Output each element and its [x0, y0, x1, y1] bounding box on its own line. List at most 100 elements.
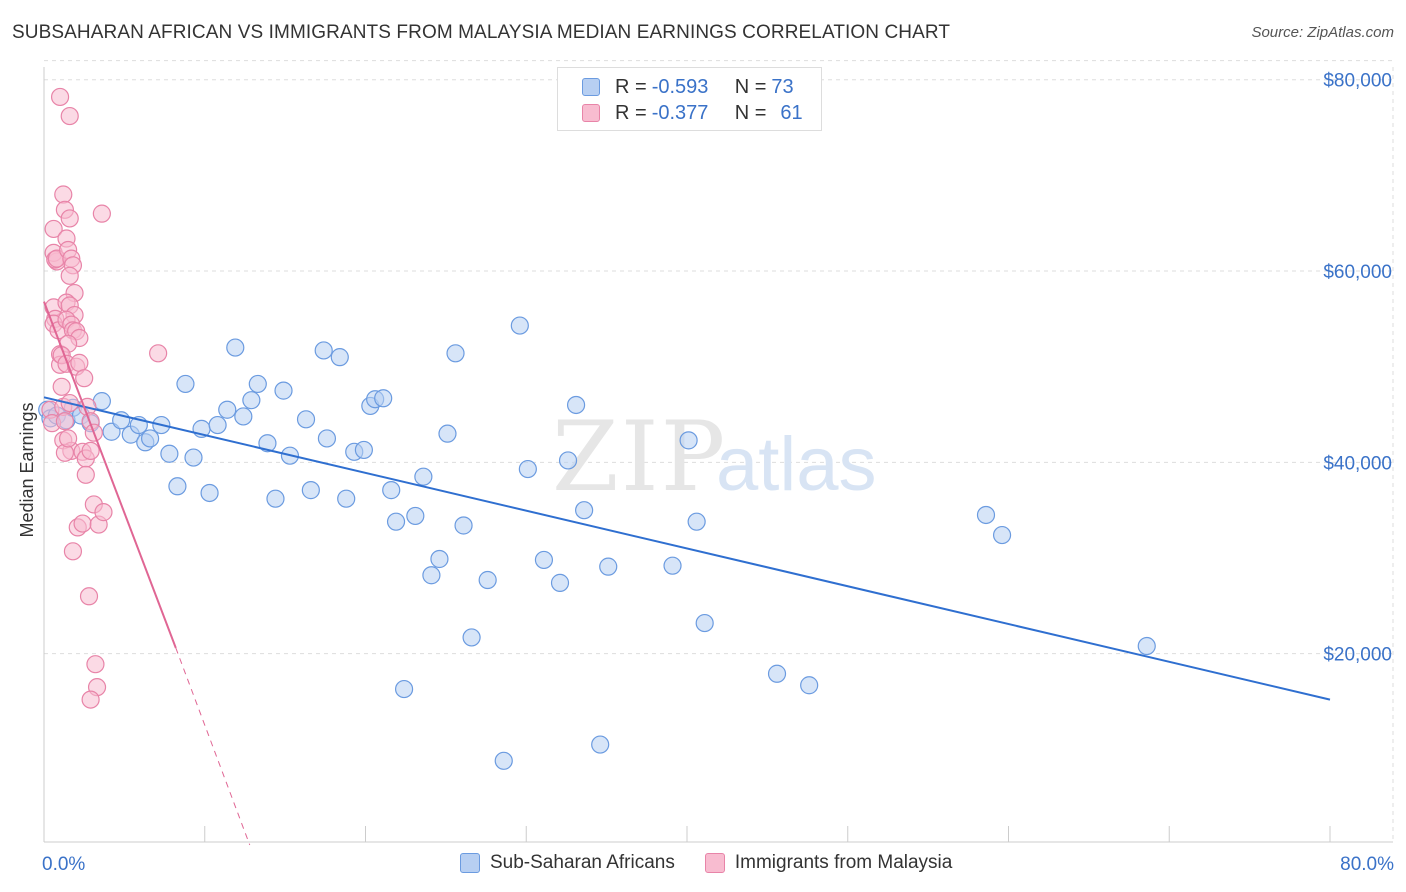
point-subsaharan: [438, 424, 457, 443]
point-subsaharan: [234, 407, 253, 426]
point-subsaharan: [454, 516, 473, 535]
point-subsaharan: [176, 374, 195, 394]
point-malaysia: [79, 587, 99, 606]
point-subsaharan: [394, 679, 414, 699]
point-subsaharan: [160, 444, 179, 463]
trendline-subsaharan: [43, 396, 1331, 701]
point-subsaharan: [976, 505, 996, 525]
point-malaysia: [44, 219, 63, 239]
point-subsaharan: [591, 735, 610, 754]
legend-r-label: R =: [615, 75, 647, 98]
point-subsaharan: [462, 628, 481, 647]
point-subsaharan: [218, 400, 237, 419]
point-subsaharan: [566, 395, 586, 415]
point-subsaharan: [687, 512, 706, 531]
point-subsaharan: [422, 566, 441, 585]
point-subsaharan: [140, 429, 160, 448]
point-subsaharan: [354, 440, 373, 460]
legend-r-value: -0.377: [651, 101, 709, 124]
point-malaysia: [76, 465, 95, 484]
point-subsaharan: [430, 549, 449, 569]
point-malaysia: [63, 542, 83, 561]
y-tick-label: $60,000: [1323, 262, 1392, 283]
point-subsaharan: [534, 550, 554, 570]
point-subsaharan: [406, 506, 425, 526]
series-label-subsaharan: Sub-Saharan Africans: [490, 852, 675, 873]
y-axis-label: Median Earnings: [17, 402, 37, 537]
point-subsaharan: [248, 374, 267, 394]
watermark-zip: ZIP: [552, 401, 727, 513]
point-malaysia: [55, 412, 74, 431]
y-tick-label: $80,000: [1323, 71, 1392, 92]
legend-swatch-blue: [582, 78, 600, 96]
point-subsaharan: [599, 557, 618, 576]
point-subsaharan: [296, 410, 316, 429]
point-malaysia: [54, 185, 73, 204]
point-malaysia: [75, 369, 94, 388]
point-subsaharan: [382, 481, 401, 500]
point-subsaharan: [301, 481, 320, 500]
point-subsaharan: [414, 467, 433, 486]
point-subsaharan: [258, 434, 277, 453]
point-subsaharan: [767, 664, 787, 683]
correlation-legend: R = -0.593 N = 73 R = -0.377 N = 61: [557, 67, 822, 131]
point-malaysia: [73, 514, 92, 533]
point-subsaharan: [510, 316, 529, 335]
trendline-malaysia-extension: [175, 647, 251, 846]
point-subsaharan: [446, 344, 465, 363]
point-subsaharan: [386, 512, 406, 531]
point-malaysia: [59, 429, 78, 448]
point-subsaharan: [1137, 636, 1156, 656]
point-malaysia: [60, 266, 79, 285]
legend-swatch-pink: [582, 104, 600, 122]
point-subsaharan: [550, 573, 570, 592]
legend-row-malaysia: R = -0.377 N = 61: [582, 101, 808, 125]
series-swatch-blue: [460, 853, 480, 873]
point-subsaharan: [800, 676, 819, 695]
series-legend-malaysia[interactable]: Immigrants from Malaysia: [704, 852, 953, 874]
legend-row-subsaharan: R = -0.593 N = 73: [582, 75, 799, 99]
point-malaysia: [60, 106, 79, 126]
watermark-atlas: atlas: [716, 422, 877, 507]
point-subsaharan: [663, 556, 682, 575]
series-legend: Sub-Saharan Africans Immigrants from Mal…: [460, 852, 982, 874]
point-subsaharan: [184, 448, 203, 467]
legend-r-label: R =: [615, 101, 647, 124]
chart-title: SUBSAHARAN AFRICAN VS IMMIGRANTS FROM MA…: [12, 22, 951, 43]
point-subsaharan: [200, 483, 219, 503]
point-subsaharan: [478, 570, 497, 590]
point-subsaharan: [330, 348, 349, 367]
x-tick-label-start: 0.0%: [42, 854, 85, 875]
legend-n-value: 73: [771, 75, 794, 98]
point-subsaharan: [494, 751, 513, 770]
point-malaysia: [92, 204, 111, 223]
legend-n-value: 61: [780, 101, 803, 124]
point-malaysia: [50, 87, 70, 107]
point-subsaharan: [226, 338, 245, 357]
point-subsaharan: [208, 415, 227, 435]
point-subsaharan: [337, 489, 356, 508]
point-subsaharan: [266, 489, 285, 508]
point-subsaharan: [314, 341, 333, 360]
point-malaysia: [60, 209, 79, 228]
point-subsaharan: [575, 501, 594, 520]
series-label-malaysia: Immigrants from Malaysia: [734, 852, 953, 873]
legend-r-value: -0.593: [651, 75, 709, 98]
point-subsaharan: [168, 477, 187, 496]
point-subsaharan: [558, 451, 578, 470]
point-malaysia: [81, 690, 100, 709]
y-tick-label: $20,000: [1323, 645, 1392, 666]
y-tick-label: $40,000: [1323, 453, 1392, 474]
point-malaysia: [81, 441, 100, 460]
point-malaysia: [52, 377, 71, 396]
point-subsaharan: [992, 525, 1012, 545]
point-malaysia: [86, 655, 105, 674]
point-subsaharan: [242, 391, 261, 410]
source-label: Source: ZipAtlas.com: [1251, 24, 1394, 41]
legend-n-label: N =: [734, 101, 767, 124]
x-tick-label-end: 80.0%: [1340, 854, 1394, 875]
series-legend-subsaharan[interactable]: Sub-Saharan Africans: [460, 852, 675, 874]
point-subsaharan: [274, 381, 293, 400]
point-malaysia: [149, 344, 168, 363]
